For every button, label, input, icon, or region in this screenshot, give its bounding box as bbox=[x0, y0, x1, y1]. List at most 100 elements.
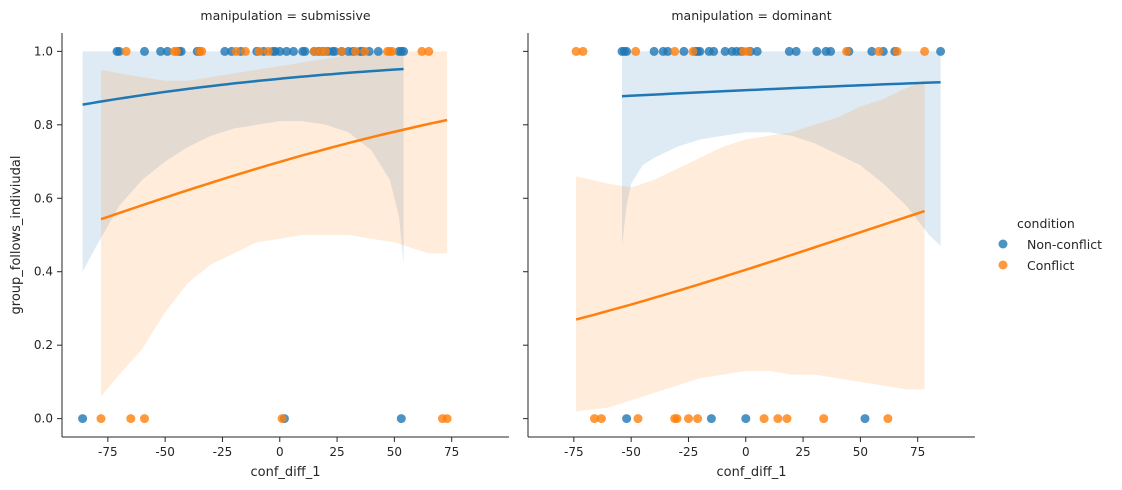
point-conflict bbox=[782, 414, 792, 424]
point-non-conflict bbox=[399, 46, 409, 56]
point-non-conflict bbox=[330, 46, 340, 56]
point-conflict bbox=[920, 46, 930, 56]
point-non-conflict bbox=[826, 46, 836, 56]
fit-line-conflict bbox=[575, 209, 925, 321]
panel-title: manipulation = dominant bbox=[671, 8, 831, 23]
point-conflict bbox=[759, 414, 769, 424]
y-tick-label: 1.0 bbox=[34, 44, 53, 58]
point-conflict bbox=[892, 46, 902, 56]
x-tick-label: 50 bbox=[387, 445, 402, 459]
fit-line-conflict bbox=[100, 118, 448, 221]
point-conflict bbox=[842, 46, 852, 56]
point-non-conflict bbox=[791, 46, 801, 56]
point-non-conflict bbox=[373, 46, 383, 56]
x-tick-label: -50 bbox=[621, 445, 641, 459]
point-conflict bbox=[337, 46, 347, 56]
point-non-conflict bbox=[162, 46, 172, 56]
point-non-conflict bbox=[220, 46, 230, 56]
point-conflict bbox=[688, 46, 698, 56]
ci-band-conflict bbox=[576, 80, 925, 412]
point-conflict bbox=[263, 46, 273, 56]
panel-title: manipulation = submissive bbox=[200, 8, 371, 23]
point-conflict bbox=[387, 46, 397, 56]
point-non-conflict bbox=[784, 46, 794, 56]
x-tick-label: 75 bbox=[910, 445, 925, 459]
ci-band-conflict bbox=[101, 51, 448, 397]
fit-line-non-conflict bbox=[82, 67, 404, 106]
x-tick-label: 0 bbox=[742, 445, 750, 459]
x-tick-label: -25 bbox=[213, 445, 233, 459]
y-tick-label: 0.2 bbox=[34, 338, 53, 352]
point-conflict bbox=[126, 414, 136, 424]
x-tick-label: 0 bbox=[276, 445, 284, 459]
point-conflict bbox=[309, 46, 319, 56]
point-conflict bbox=[442, 414, 452, 424]
x-tick-label: 25 bbox=[795, 445, 810, 459]
point-conflict bbox=[596, 414, 606, 424]
point-conflict bbox=[773, 414, 783, 424]
point-conflict bbox=[424, 46, 434, 56]
point-conflict bbox=[631, 46, 641, 56]
point-non-conflict bbox=[140, 46, 149, 56]
legend-marker-non-conflict bbox=[998, 239, 1008, 249]
y-tick-label: 0.4 bbox=[34, 265, 53, 279]
point-conflict bbox=[140, 414, 149, 424]
point-conflict bbox=[693, 414, 703, 424]
point-non-conflict bbox=[300, 46, 310, 56]
legend-label-conflict: Conflict bbox=[1027, 258, 1075, 273]
point-conflict bbox=[670, 46, 680, 56]
point-conflict bbox=[277, 414, 287, 424]
point-non-conflict bbox=[275, 46, 285, 56]
point-conflict bbox=[417, 46, 427, 56]
point-non-conflict bbox=[649, 46, 659, 56]
point-non-conflict bbox=[720, 46, 730, 56]
point-non-conflict bbox=[812, 46, 822, 56]
point-non-conflict bbox=[114, 46, 124, 56]
x-tick-label: 75 bbox=[444, 445, 459, 459]
legend: condition Non-conflict Conflict bbox=[998, 216, 1102, 273]
point-non-conflict bbox=[936, 46, 946, 56]
x-tick-label: 50 bbox=[853, 445, 868, 459]
point-conflict bbox=[321, 46, 331, 56]
point-conflict bbox=[254, 46, 264, 56]
panel-submissive: -75 -50 -25 0 25 50 75 0.0 0.2 0.4 0.6 0.8 1.0 manipu… bbox=[34, 8, 509, 480]
x-tick-label: -25 bbox=[679, 445, 699, 459]
x-tick-label: -75 bbox=[564, 445, 584, 459]
point-conflict bbox=[672, 414, 682, 424]
y-axis-label: group_follows_indiviudal bbox=[9, 156, 24, 315]
ci-band-non-conflict bbox=[82, 51, 404, 272]
point-conflict bbox=[571, 46, 581, 56]
point-non-conflict bbox=[695, 46, 705, 56]
point-conflict bbox=[578, 46, 588, 56]
point-non-conflict bbox=[663, 46, 673, 56]
point-non-conflict bbox=[156, 46, 166, 56]
point-non-conflict bbox=[622, 414, 632, 424]
point-non-conflict bbox=[709, 46, 719, 56]
panel-dominant: -75 -50 -25 0 25 50 75 manipulation = dominant c… bbox=[523, 8, 975, 480]
point-conflict bbox=[883, 414, 893, 424]
y-tick-label: 0.8 bbox=[34, 118, 53, 132]
x-tick-label: -50 bbox=[155, 445, 175, 459]
legend-title: condition bbox=[1017, 216, 1075, 231]
point-conflict bbox=[684, 414, 693, 424]
point-non-conflict bbox=[78, 414, 88, 424]
point-conflict bbox=[874, 46, 884, 56]
point-non-conflict bbox=[622, 46, 632, 56]
x-tick-label: 25 bbox=[329, 445, 344, 459]
point-non-conflict bbox=[867, 46, 877, 56]
x-axis-label: conf_diff_1 bbox=[716, 465, 786, 480]
point-conflict bbox=[743, 46, 753, 56]
ci-band-non-conflict bbox=[622, 51, 941, 247]
x-tick-label: -75 bbox=[98, 445, 118, 459]
y-tick-label: 0.0 bbox=[34, 412, 53, 426]
point-conflict bbox=[350, 46, 360, 56]
point-non-conflict bbox=[752, 46, 762, 56]
point-conflict bbox=[633, 414, 643, 424]
point-conflict bbox=[197, 46, 207, 56]
legend-marker-conflict bbox=[998, 260, 1008, 270]
x-axis-label: conf_diff_1 bbox=[250, 465, 320, 480]
point-non-conflict bbox=[860, 414, 870, 424]
fit-line-non-conflict bbox=[621, 80, 941, 98]
